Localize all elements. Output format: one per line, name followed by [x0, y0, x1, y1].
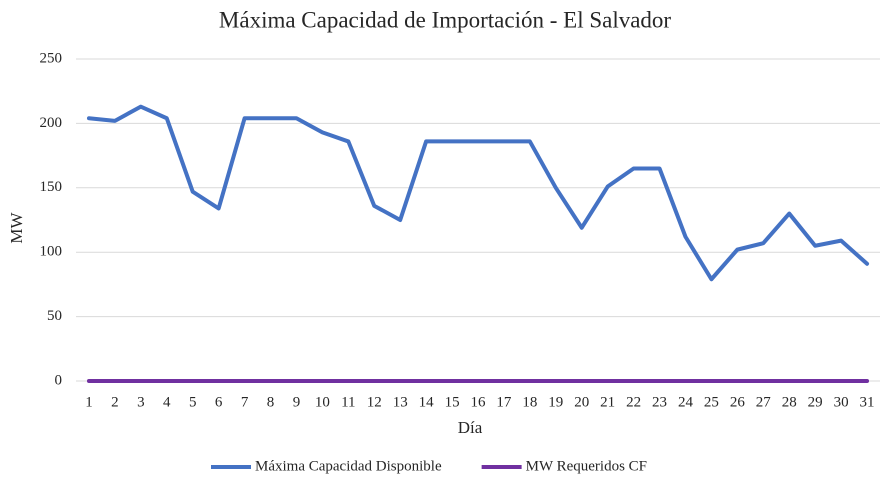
x-tick-label: 20	[574, 394, 589, 410]
x-tick-label: 21	[600, 394, 615, 410]
x-tick-label: 2	[111, 394, 119, 410]
x-tick-label: 5	[189, 394, 197, 410]
x-tick-label: 14	[419, 394, 435, 410]
x-tick-label: 23	[652, 394, 667, 410]
x-tick-label: 19	[548, 394, 563, 410]
y-tick-label: 0	[55, 372, 63, 388]
y-tick-label: 100	[40, 244, 63, 260]
legend-label: Máxima Capacidad Disponible	[255, 458, 442, 474]
x-tick-label: 3	[137, 394, 145, 410]
x-tick-label: 1	[85, 394, 93, 410]
x-tick-label: 18	[522, 394, 537, 410]
y-tick-label: 250	[40, 50, 63, 66]
x-tick-label: 15	[445, 394, 460, 410]
x-tick-label: 9	[293, 394, 301, 410]
x-tick-label: 25	[704, 394, 719, 410]
x-tick-label: 24	[678, 394, 694, 410]
x-tick-label: 31	[860, 394, 875, 410]
y-tick-label: 200	[40, 115, 63, 131]
legend-label: MW Requeridos CF	[526, 458, 647, 474]
y-axis-label: MW	[7, 211, 26, 243]
x-tick-label: 16	[471, 394, 487, 410]
x-tick-label: 6	[215, 394, 223, 410]
x-tick-label: 4	[163, 394, 171, 410]
x-tick-label: 22	[626, 394, 641, 410]
x-tick-label: 8	[267, 394, 275, 410]
x-tick-label: 7	[241, 394, 249, 410]
data-line	[86, 104, 870, 282]
x-tick-label: 11	[341, 394, 355, 410]
x-tick-label: 29	[808, 394, 823, 410]
x-tick-label: 26	[730, 394, 746, 410]
x-tick-label: 10	[315, 394, 330, 410]
x-tick-label: 27	[756, 394, 772, 410]
y-tick-label: 50	[47, 308, 62, 324]
x-tick-label: 17	[496, 394, 512, 410]
x-tick-label: 13	[393, 394, 408, 410]
x-tick-label: 30	[834, 394, 849, 410]
chart-title: Máxima Capacidad de Importación - El Sal…	[219, 7, 672, 32]
x-tick-label: 28	[782, 394, 797, 410]
y-tick-label: 150	[40, 179, 63, 195]
x-axis-label: Día	[458, 418, 483, 437]
x-tick-label: 12	[367, 394, 382, 410]
